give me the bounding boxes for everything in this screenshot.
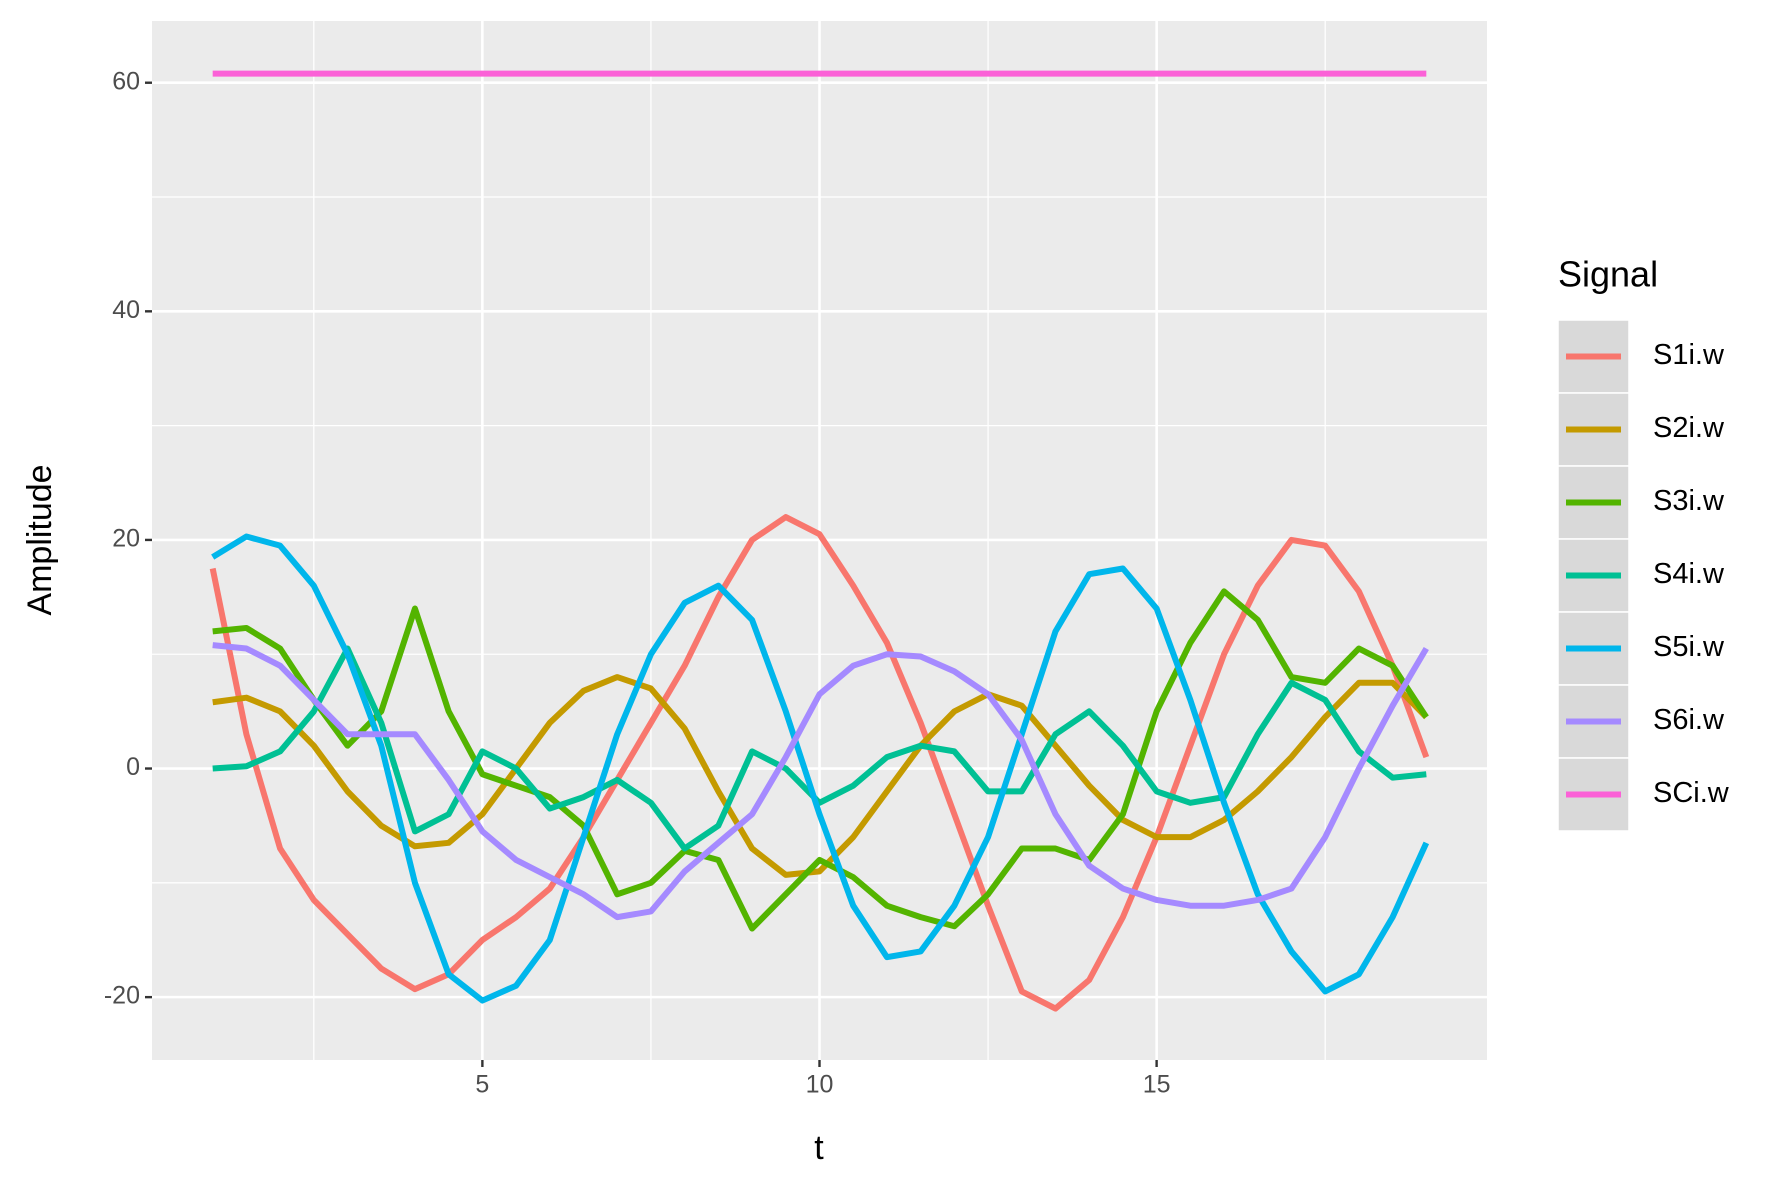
series-line	[212, 588, 1429, 932]
legend-title: Signal	[1558, 254, 1658, 295]
series-line	[212, 674, 1429, 878]
series-line	[209, 514, 1430, 1012]
y-tick-label: 60	[112, 67, 140, 95]
legend-label: S5i.w	[1653, 631, 1725, 663]
y-tick-label: 20	[112, 525, 140, 553]
legend-label: S3i.w	[1653, 485, 1725, 517]
x-axis-title: t	[814, 1129, 824, 1167]
legend-label: S2i.w	[1653, 412, 1725, 444]
legend-label: S6i.w	[1653, 704, 1725, 736]
y-axis-title: Amplitude	[21, 464, 59, 615]
y-tick-label: 0	[126, 753, 140, 781]
series-line	[212, 642, 1429, 921]
y-tick-label: 40	[112, 296, 140, 324]
y-tick-label: -20	[104, 982, 140, 1010]
x-tick-label: 15	[1143, 1071, 1171, 1099]
legend-label: SCi.w	[1653, 777, 1730, 809]
series-line	[211, 533, 1430, 1004]
x-tick-label: 5	[475, 1071, 489, 1099]
x-tick-label: 10	[806, 1071, 834, 1099]
legend-label: S1i.w	[1653, 339, 1725, 371]
legend-label: S4i.w	[1653, 558, 1725, 590]
